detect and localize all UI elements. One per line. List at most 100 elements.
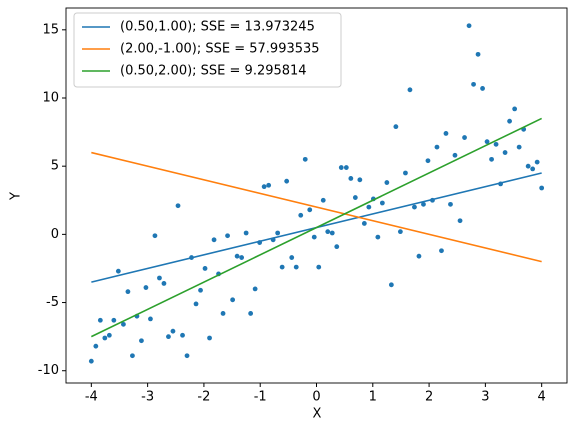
- scatter-point: [202, 266, 208, 271]
- legend-label: (0.50,2.00); SSE = 9.295814: [120, 64, 307, 79]
- scatter-point: [97, 317, 103, 323]
- scatter-point: [457, 218, 463, 224]
- x-tick-label: -2: [197, 390, 210, 405]
- scatter-point: [443, 131, 449, 136]
- scatter-point: [115, 268, 121, 274]
- scatter-point: [466, 23, 472, 29]
- scatter-point: [266, 182, 272, 188]
- scatter-point: [311, 234, 317, 240]
- y-tick-label: 10: [42, 91, 59, 106]
- legend: (0.50,1.00); SSE = 13.973245 (2.00,-1.00)…: [73, 12, 342, 88]
- scatter-point: [352, 195, 358, 200]
- scatter-point: [507, 118, 512, 124]
- x-tick-label: 3: [481, 390, 489, 405]
- x-axis-label: X: [313, 407, 322, 422]
- scatter-point: [366, 204, 372, 210]
- scatter-point: [348, 176, 354, 181]
- scatter-point: [152, 233, 158, 239]
- scatter-point: [393, 124, 399, 130]
- scatter-point: [525, 163, 531, 169]
- scatter-point: [143, 285, 149, 290]
- scatter-point: [234, 253, 240, 259]
- x-tick-label: 1: [369, 390, 377, 405]
- scatter-point: [220, 311, 226, 316]
- scatter-point: [357, 177, 363, 183]
- scatter-point: [502, 150, 508, 155]
- scatter-point: [512, 106, 518, 112]
- scatter-point: [225, 233, 230, 239]
- scatter-point: [289, 255, 295, 260]
- scatter-point: [166, 334, 171, 340]
- legend-box: [73, 12, 342, 88]
- scatter-point: [139, 338, 144, 344]
- x-tick-label: -4: [85, 390, 98, 405]
- scatter-point: [484, 139, 490, 145]
- scatter-point: [93, 343, 99, 349]
- scatter-point: [157, 275, 162, 281]
- y-tick-label: 0: [51, 227, 59, 242]
- scatter-point: [425, 158, 431, 164]
- scatter-point: [275, 230, 281, 236]
- scatter-point: [493, 141, 499, 147]
- scatter-point: [516, 144, 522, 150]
- fit-line: [90, 117, 543, 338]
- scatter-point: [111, 317, 117, 323]
- scatter-point: [239, 255, 245, 260]
- scatter-point: [489, 156, 494, 162]
- scatter-point: [307, 207, 313, 213]
- scatter-point: [361, 221, 367, 226]
- y-tick-label: 5: [51, 159, 59, 174]
- scatter-point: [298, 212, 304, 218]
- x-tick-label: -1: [254, 390, 267, 405]
- scatter-point: [530, 166, 536, 172]
- scatter-point: [170, 328, 176, 334]
- x-tick-label: 0: [312, 390, 320, 405]
- scatter-point: [388, 282, 394, 288]
- scatter-point: [148, 316, 153, 322]
- scatter-point: [184, 353, 190, 359]
- scatter-point: [161, 281, 167, 286]
- x-tick-label: 2: [425, 390, 433, 405]
- scatter-point: [338, 165, 344, 170]
- legend-label: (2.00,-1.00); SSE = 57.993535: [120, 42, 320, 57]
- scatter-point: [384, 180, 390, 185]
- scatter-point: [480, 86, 485, 91]
- scatter-point: [279, 264, 285, 270]
- scatter-point: [375, 234, 381, 240]
- scatter-point: [343, 165, 349, 170]
- scatter-point: [207, 335, 212, 341]
- scatter-point: [416, 253, 422, 259]
- scatter-point: [539, 185, 545, 191]
- scatter-point: [261, 184, 267, 190]
- scatter-point: [193, 301, 199, 307]
- scatter-point: [452, 152, 458, 158]
- scatter-point: [325, 229, 331, 235]
- scatter-point: [329, 230, 335, 236]
- scatter-point: [121, 321, 126, 327]
- scatter-point: [211, 237, 217, 243]
- scatter-point: [379, 200, 385, 206]
- x-tick-label: -3: [141, 390, 154, 405]
- scatter-point: [198, 287, 203, 293]
- scatter-point: [439, 248, 444, 254]
- scatter-point: [243, 230, 249, 236]
- y-tick-label: 15: [42, 22, 59, 37]
- y-tick-label: -5: [46, 295, 59, 310]
- x-tick-label: 4: [538, 390, 546, 405]
- scatter-point: [248, 311, 254, 316]
- scatter-point: [421, 201, 426, 207]
- scatter-point: [434, 144, 440, 150]
- plot-frame: [65, 7, 568, 384]
- scatter-point: [407, 87, 413, 93]
- y-tick-label: -10: [38, 363, 59, 378]
- scatter-point: [293, 264, 299, 270]
- scatter-point: [230, 297, 236, 303]
- scatter-point: [180, 332, 185, 338]
- scatter-point: [334, 244, 340, 250]
- scatter-point: [403, 170, 408, 176]
- scatter-point: [88, 358, 94, 364]
- fit-line: [91, 151, 542, 263]
- scatter-point: [106, 332, 112, 338]
